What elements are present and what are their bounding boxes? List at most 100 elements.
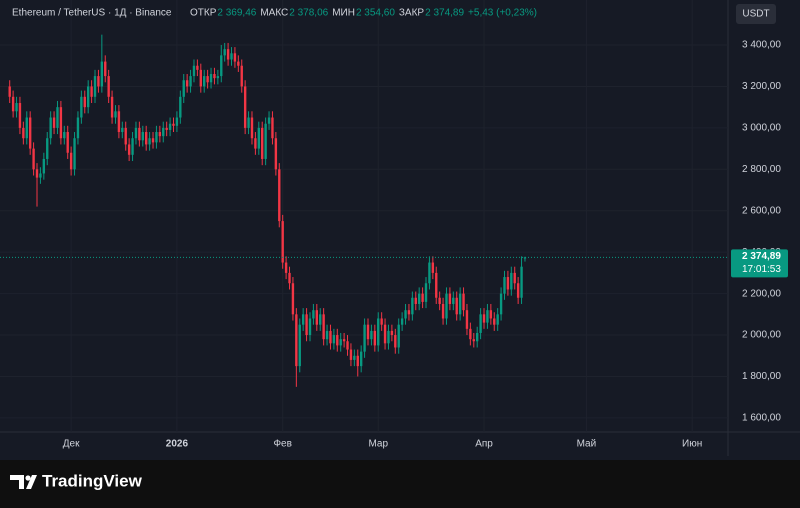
chart-background xyxy=(0,0,800,460)
candle-body xyxy=(127,144,131,155)
candle-body xyxy=(131,138,134,155)
candle-body xyxy=(69,152,73,170)
brand-logo xyxy=(10,475,37,489)
candle-body xyxy=(86,86,90,108)
candle-body xyxy=(110,96,114,118)
x-tick-label: Дек xyxy=(63,439,80,450)
candle-body xyxy=(295,314,298,367)
candle-body xyxy=(223,49,226,56)
candle-body xyxy=(411,297,414,315)
last-price-label: 2 374,89 xyxy=(742,251,781,262)
candle-body xyxy=(73,138,76,170)
candle-body xyxy=(278,169,281,222)
candle-body xyxy=(431,262,435,273)
candle-body xyxy=(428,262,431,284)
candle-body xyxy=(250,117,254,139)
candle-body xyxy=(482,314,486,323)
currency-button-label[interactable]: USDT xyxy=(742,9,769,20)
candle-body xyxy=(319,314,322,325)
candle-body xyxy=(455,297,458,315)
x-tick-label: Июн xyxy=(682,439,702,450)
candle-body xyxy=(209,74,213,83)
ohlc-value: 2 374,89 xyxy=(425,8,464,19)
candle-body xyxy=(100,61,104,87)
candle-body xyxy=(329,330,332,344)
candle-body xyxy=(400,318,404,325)
footer-background xyxy=(0,460,800,508)
candle-body xyxy=(506,277,510,290)
candle-body xyxy=(452,297,455,304)
candle-body xyxy=(18,103,22,128)
candle-body xyxy=(332,335,336,344)
candle-body xyxy=(165,127,168,130)
candle-body xyxy=(486,310,489,323)
candle-body xyxy=(499,293,503,315)
candle-body xyxy=(353,355,356,360)
candle-body xyxy=(257,127,260,149)
ohlc-value: 2 378,06 xyxy=(289,8,328,19)
candle-body xyxy=(394,335,397,348)
candle-body xyxy=(226,49,230,60)
ohlc-value: 2 369,46 xyxy=(217,8,256,19)
candle-body xyxy=(172,123,175,126)
candle-body xyxy=(479,314,482,333)
candle-body xyxy=(185,80,189,87)
candle-body xyxy=(66,132,69,153)
candle-body xyxy=(25,117,28,139)
candle-body xyxy=(458,293,462,315)
candle-body xyxy=(322,314,325,340)
y-tick-label: 2 200,00 xyxy=(742,288,781,299)
candle-body xyxy=(380,318,383,325)
candle-body xyxy=(199,69,202,87)
candle-body xyxy=(206,76,209,83)
candle-body xyxy=(28,117,32,149)
symbol: Ethereum / TetherUS · 1Д · Binance xyxy=(12,8,172,19)
candle-body xyxy=(220,55,223,77)
candle-body xyxy=(315,310,319,325)
x-tick-label: 2026 xyxy=(166,439,189,450)
candle-body xyxy=(107,76,110,97)
candle-body xyxy=(80,96,83,118)
candle-body xyxy=(121,127,124,133)
candle-body xyxy=(35,169,39,178)
candle-body xyxy=(503,277,506,294)
candle-body xyxy=(308,318,312,336)
candle-body xyxy=(148,138,151,145)
y-tick-label: 3 000,00 xyxy=(742,123,781,134)
candle-body xyxy=(243,86,247,128)
candle-body xyxy=(404,310,407,319)
candle-body xyxy=(445,293,448,319)
candle-body xyxy=(397,324,400,348)
currency-button[interactable] xyxy=(736,4,776,24)
candle-body xyxy=(22,127,25,139)
ohlc-label: МАКС xyxy=(260,8,288,19)
candle-body xyxy=(196,65,199,70)
candle-body xyxy=(97,76,100,87)
candle-body xyxy=(370,330,373,340)
candle-body xyxy=(267,117,271,124)
candle-body xyxy=(240,65,243,87)
candle-body xyxy=(124,127,127,145)
candle-body xyxy=(476,332,479,342)
candle-body xyxy=(346,341,349,350)
candle-body xyxy=(469,328,472,340)
ohlc-label: ЗАКР xyxy=(399,8,425,19)
candle-body xyxy=(288,272,291,284)
candle-body xyxy=(182,80,185,97)
candle-body xyxy=(284,262,288,273)
candle-body xyxy=(8,86,11,97)
candle-body xyxy=(261,127,264,159)
brand-name: TradingView xyxy=(42,471,143,490)
candle-body xyxy=(216,76,220,79)
candle-body xyxy=(421,293,424,302)
candle-body xyxy=(145,132,148,145)
candle-body xyxy=(189,76,192,87)
candle-body xyxy=(383,324,387,344)
candle-body xyxy=(435,272,438,298)
candle-body xyxy=(52,117,56,128)
candle-body xyxy=(175,117,179,126)
ohlc-value: 2 354,60 xyxy=(356,8,395,19)
candle-body xyxy=(407,310,411,315)
candle-body xyxy=(233,53,237,62)
candle-body xyxy=(11,96,15,112)
